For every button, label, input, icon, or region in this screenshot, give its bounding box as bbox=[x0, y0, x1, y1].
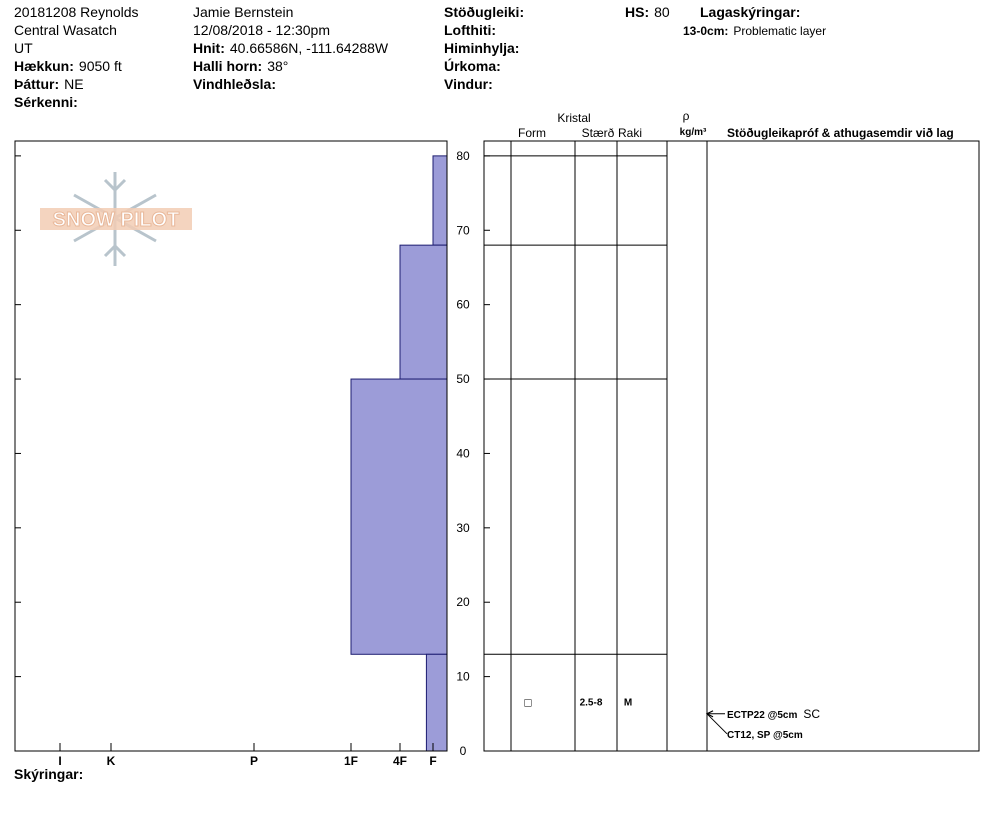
x-tick-label: I bbox=[58, 754, 61, 768]
field-value: NE bbox=[64, 76, 83, 92]
field-label: 13-0cm: bbox=[683, 24, 728, 38]
header-field: Lofthiti: bbox=[444, 22, 496, 38]
col-header: kg/m³ bbox=[680, 127, 707, 138]
hardness-bar bbox=[432, 155, 448, 246]
y-tick-label: 70 bbox=[456, 223, 470, 237]
y-tick-label: 80 bbox=[456, 149, 470, 163]
field-label: HS: bbox=[625, 4, 649, 20]
field-value: 40.66586N, -111.64288W bbox=[230, 40, 389, 56]
field-label: Vindur: bbox=[444, 76, 493, 92]
header-field: Halli horn: 38° bbox=[193, 58, 288, 74]
header-field: UT bbox=[14, 40, 33, 56]
col-header: Raki bbox=[618, 126, 642, 140]
y-tick-label: 50 bbox=[456, 372, 470, 386]
field-label: Stöðugleiki: bbox=[444, 4, 524, 20]
col-header: Form bbox=[518, 126, 546, 140]
header-field: Þáttur: NE bbox=[14, 76, 84, 92]
field-value: 80 bbox=[654, 4, 670, 20]
header-field: Vindhleðsla: bbox=[193, 76, 276, 92]
stability-test: CT12, SP @5cm bbox=[727, 730, 803, 741]
header-field: Hækkun: 9050 ft bbox=[14, 58, 122, 74]
test-result: ECTP22 @5cm bbox=[727, 710, 797, 721]
header-field: Jamie Bernstein bbox=[193, 4, 293, 20]
header-field: Himinhylja: bbox=[444, 40, 519, 56]
y-tick-label: 40 bbox=[456, 446, 470, 460]
y-tick-label: 60 bbox=[456, 298, 470, 312]
field-label: Lofthiti: bbox=[444, 22, 496, 38]
grain-form: □ bbox=[524, 696, 531, 710]
layer-table-frame bbox=[483, 140, 980, 752]
header-field: Vindur: bbox=[444, 76, 493, 92]
y-tick-label: 10 bbox=[456, 670, 470, 684]
test-arrowhead bbox=[705, 710, 714, 718]
stability-test: ECTP22 @5cm SC bbox=[727, 707, 820, 721]
field-value: 9050 ft bbox=[79, 58, 122, 74]
x-tick-label: K bbox=[107, 754, 116, 768]
hardness-bar bbox=[425, 653, 448, 752]
header-field: Sérkenni: bbox=[14, 94, 78, 110]
test-result: CT12, SP @5cm bbox=[727, 730, 803, 741]
remarks-label: Skýringar: bbox=[14, 766, 83, 782]
x-tick-label: 1F bbox=[344, 754, 358, 768]
hardness-bar bbox=[350, 378, 448, 655]
field-value: 12/08/2018 - 12:30pm bbox=[193, 22, 330, 38]
field-value: 20181208 Reynolds bbox=[14, 4, 139, 20]
logo-text: SNOW PILOT bbox=[53, 209, 180, 231]
field-label: Vindhleðsla: bbox=[193, 76, 276, 92]
header-field: 12/08/2018 - 12:30pm bbox=[193, 22, 330, 38]
header-field: Stöðugleiki: bbox=[444, 4, 524, 20]
test-pointer bbox=[706, 713, 728, 735]
x-tick-label: 4F bbox=[393, 754, 407, 768]
field-value: Central Wasatch bbox=[14, 22, 117, 38]
y-tick-label: 0 bbox=[460, 744, 467, 758]
header-field: Central Wasatch bbox=[14, 22, 117, 38]
field-label: Himinhylja: bbox=[444, 40, 519, 56]
field-label: Hnit: bbox=[193, 40, 225, 56]
header-field: HS: 80 bbox=[625, 4, 670, 20]
moisture: M bbox=[624, 698, 632, 709]
x-tick-label: F bbox=[429, 754, 436, 768]
header-field: Hnit: 40.66586N, -111.64288W bbox=[193, 40, 389, 56]
notes-title: Lagaskýringar: bbox=[700, 4, 800, 20]
y-tick-label: 30 bbox=[456, 521, 470, 535]
shear-quality: SC bbox=[803, 707, 820, 721]
col-header: Stærð bbox=[582, 126, 615, 140]
col-header: ρ bbox=[683, 109, 690, 123]
table-columns bbox=[510, 141, 708, 751]
header-field: Úrkoma: bbox=[444, 57, 501, 74]
field-value: UT bbox=[14, 40, 33, 56]
col-header: Kristal bbox=[557, 111, 590, 125]
hardness-bar bbox=[399, 244, 448, 380]
field-label: Sérkenni: bbox=[14, 94, 78, 110]
field-label: Hækkun: bbox=[14, 58, 74, 74]
header-field: 20181208 Reynolds bbox=[14, 4, 139, 20]
logo-band bbox=[40, 208, 192, 230]
field-value: Jamie Bernstein bbox=[193, 4, 293, 20]
field-label: Halli horn: bbox=[193, 58, 262, 74]
y-tick-label: 20 bbox=[456, 595, 470, 609]
field-value: 38° bbox=[267, 58, 288, 74]
x-tick-label: P bbox=[250, 754, 258, 768]
grain-size: 2.5-8 bbox=[580, 698, 603, 709]
field-value: Problematic layer bbox=[733, 24, 826, 38]
col-header: Stöðugleikapróf & athugasemdir við lag bbox=[727, 126, 954, 140]
header-field: 13-0cm: Problematic layer bbox=[683, 24, 826, 38]
field-label: Úrkoma: bbox=[444, 57, 501, 74]
hardness-frame-top bbox=[14, 140, 448, 752]
field-label: Þáttur: bbox=[14, 76, 59, 92]
